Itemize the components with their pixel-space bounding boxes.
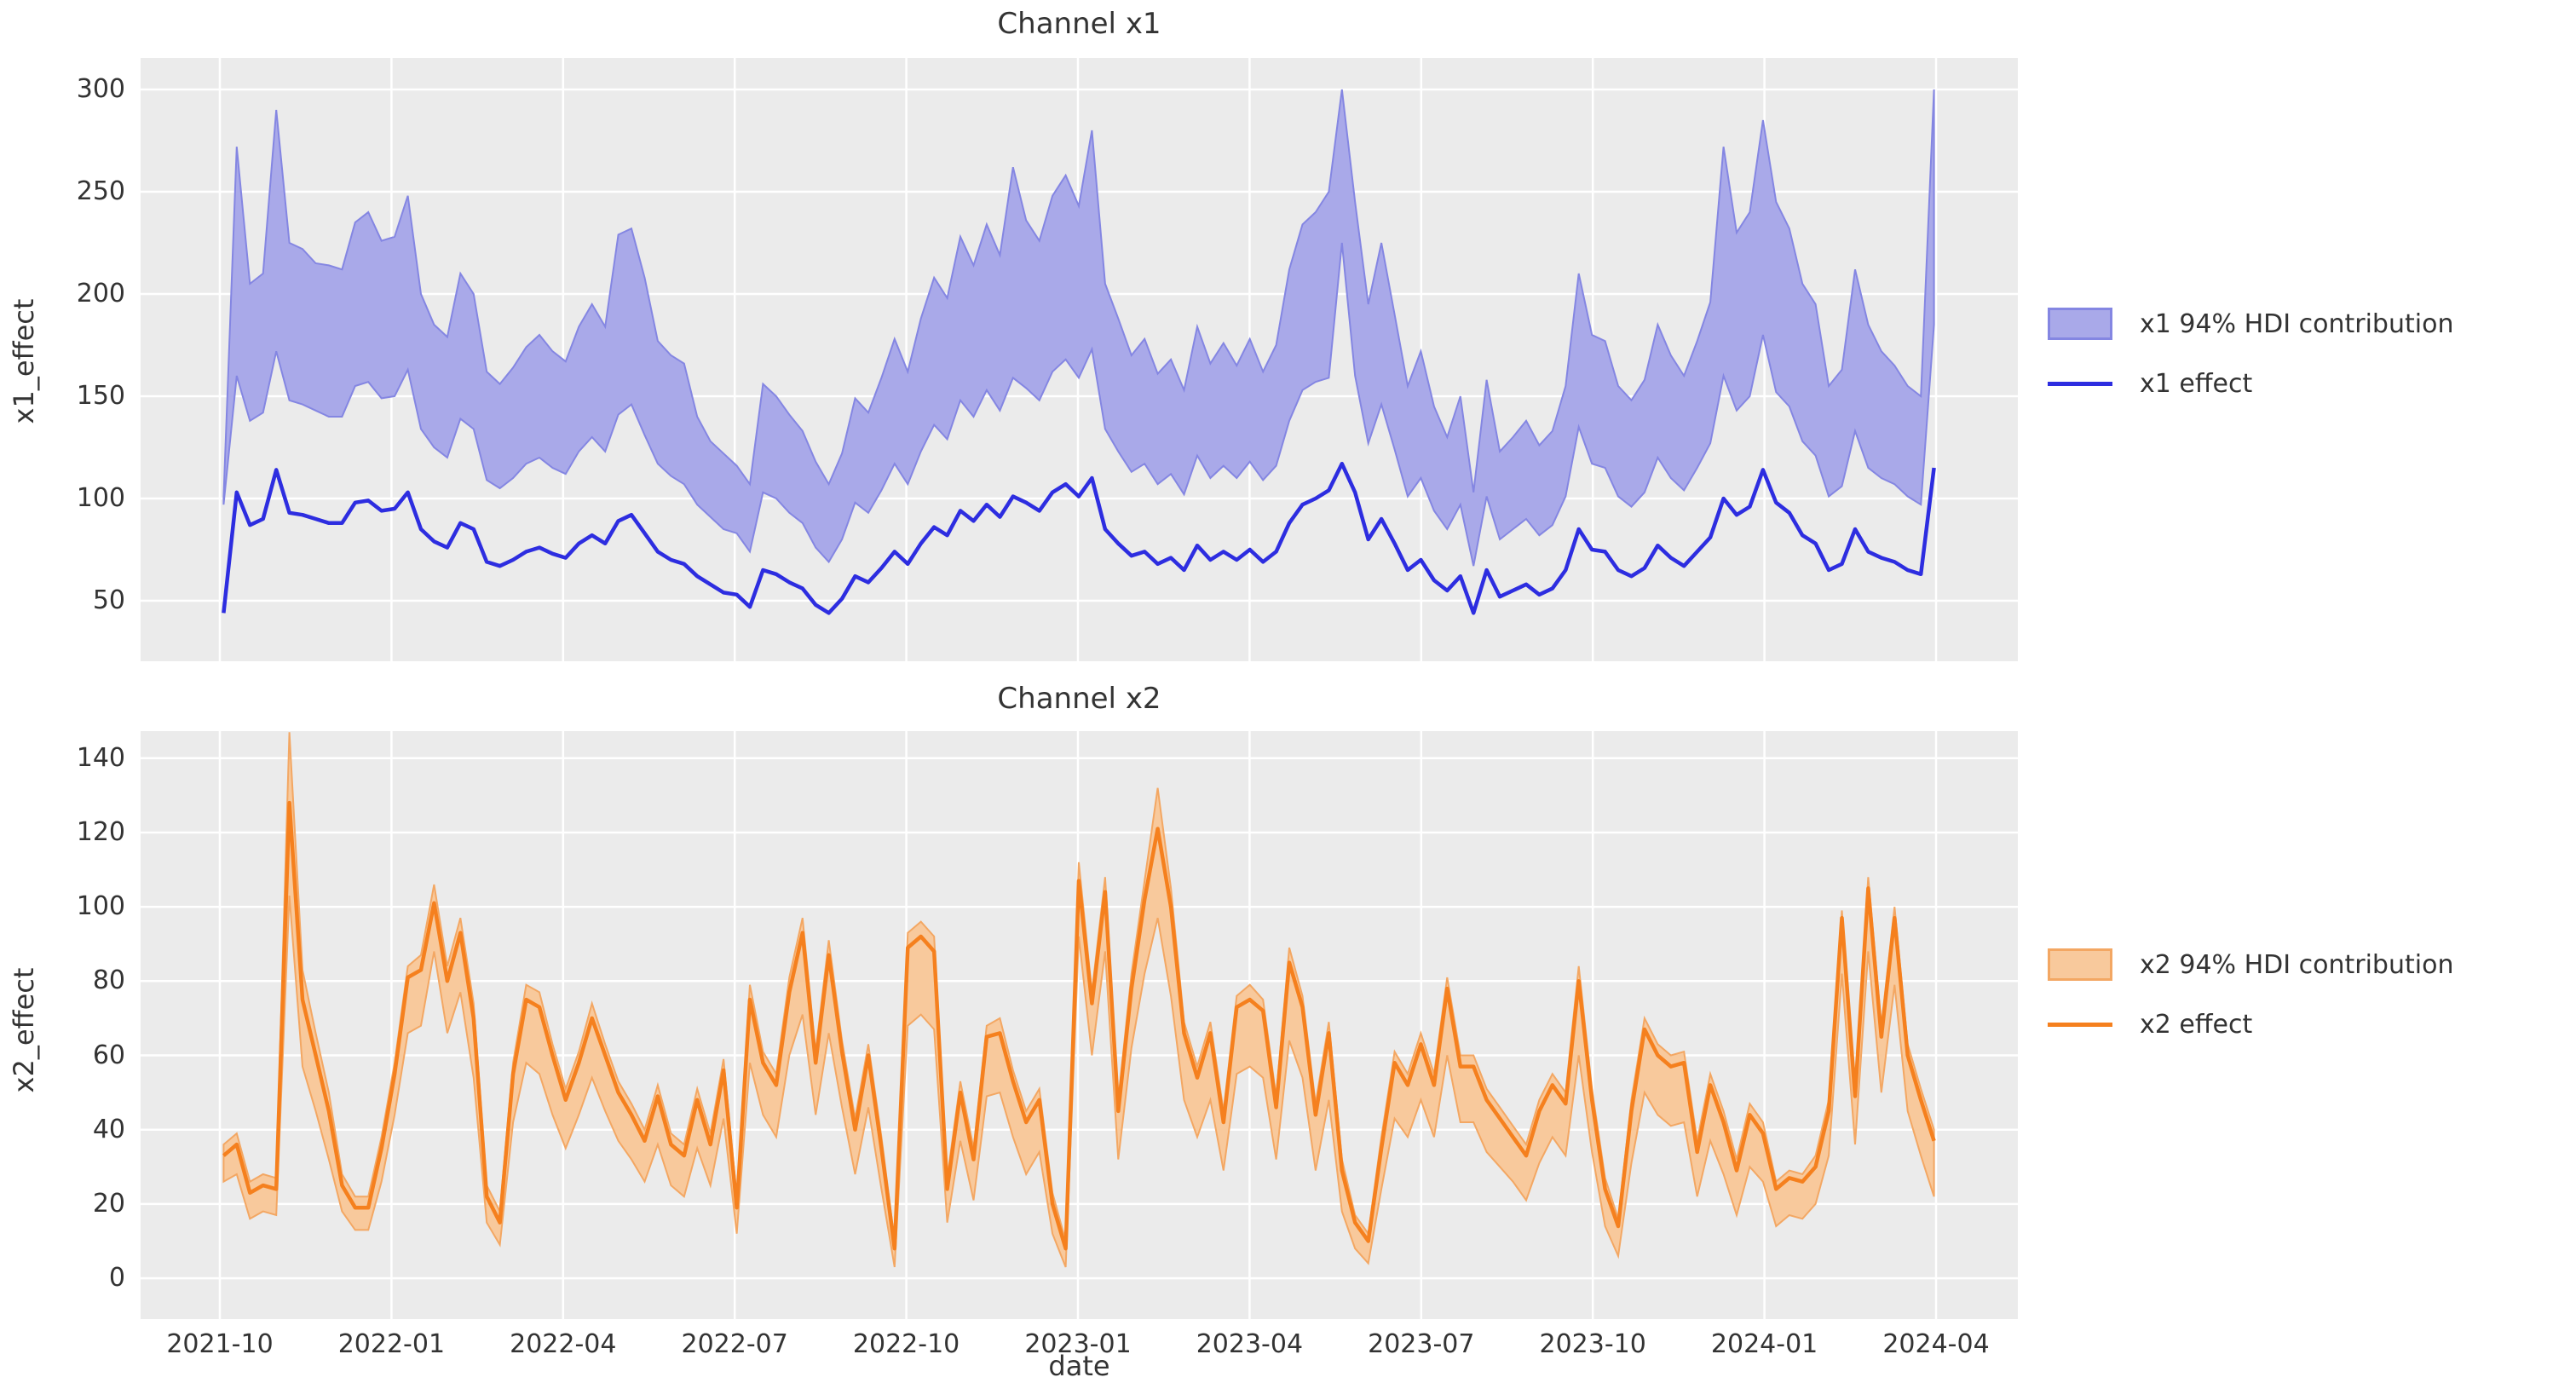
y-tick-label: 300 (76, 73, 125, 104)
x-tick-label: 2023-10 (1539, 1329, 1646, 1359)
y-tick-label: 20 (92, 1188, 125, 1219)
chart1-plot-area (141, 58, 2018, 661)
x1-hdi-band (222, 89, 1935, 567)
x-tick-label: 2023-01 (1024, 1329, 1132, 1359)
y-tick-label: 140 (76, 742, 125, 773)
x1-effect-line (222, 461, 1936, 615)
x2-hdi-band-swatch (2048, 948, 2112, 981)
chart2-legend-line-row: x2 effect (2048, 1004, 2453, 1045)
y-tick-label: 60 (92, 1040, 125, 1070)
y-tick-label: 200 (76, 278, 125, 308)
y-tick-label: 100 (76, 482, 125, 513)
y-tick-label: 250 (76, 176, 125, 206)
chart1-title: Channel x1 (997, 7, 1161, 41)
x-tick-label: 2022-07 (681, 1329, 788, 1359)
x2-effect-line (222, 800, 1936, 1251)
chart1-legend-band-row: x1 94% HDI contribution (2048, 303, 2453, 344)
x-tick-label: 2022-01 (337, 1329, 446, 1359)
chart1-y-axis-label: x1_effect (8, 298, 40, 424)
x-tick-label: 2024-04 (1882, 1329, 1990, 1359)
y-tick-label: 120 (76, 816, 125, 847)
x-axis-label: date (1048, 1350, 1110, 1382)
channel-x2-canvas (141, 731, 2018, 1319)
y-tick-label: 80 (92, 965, 125, 996)
y-tick-label: 50 (92, 585, 125, 615)
x-tick-label: 2021-10 (166, 1329, 274, 1359)
chart1-legend-line-row: x1 effect (2048, 363, 2453, 404)
x1-hdi-band-swatch (2048, 308, 2112, 340)
x-tick-label: 2022-10 (852, 1329, 960, 1359)
channel-x1-canvas (141, 58, 2018, 661)
x-tick-label: 2024-01 (1710, 1329, 1818, 1359)
x2-hdi-band-label: x2 94% HDI contribution (2140, 949, 2454, 980)
y-tick-label: 150 (76, 380, 125, 411)
x1-hdi-band-label: x1 94% HDI contribution (2140, 308, 2454, 339)
x1-effect-line-label: x1 effect (2140, 368, 2253, 399)
y-tick-label: 40 (92, 1114, 125, 1144)
chart1-legend: x1 94% HDI contribution x1 effect (2048, 303, 2453, 423)
x-tick-label: 2023-04 (1196, 1329, 1304, 1359)
x1-effect-line-swatch (2048, 381, 2112, 386)
x2-effect-line-label: x2 effect (2140, 1009, 2253, 1040)
x2-effect-line-swatch (2048, 1022, 2112, 1027)
chart2-legend-band-row: x2 94% HDI contribution (2048, 944, 2453, 985)
chart2-legend: x2 94% HDI contribution x2 effect (2048, 944, 2453, 1063)
y-tick-label: 0 (108, 1263, 125, 1294)
x2-hdi-band (222, 732, 1935, 1268)
y-tick-label: 100 (76, 891, 125, 922)
chart2-plot-area (141, 731, 2018, 1319)
chart2-title: Channel x2 (997, 682, 1161, 716)
x-tick-label: 2023-07 (1368, 1329, 1475, 1359)
x-tick-label: 2022-04 (510, 1329, 617, 1359)
